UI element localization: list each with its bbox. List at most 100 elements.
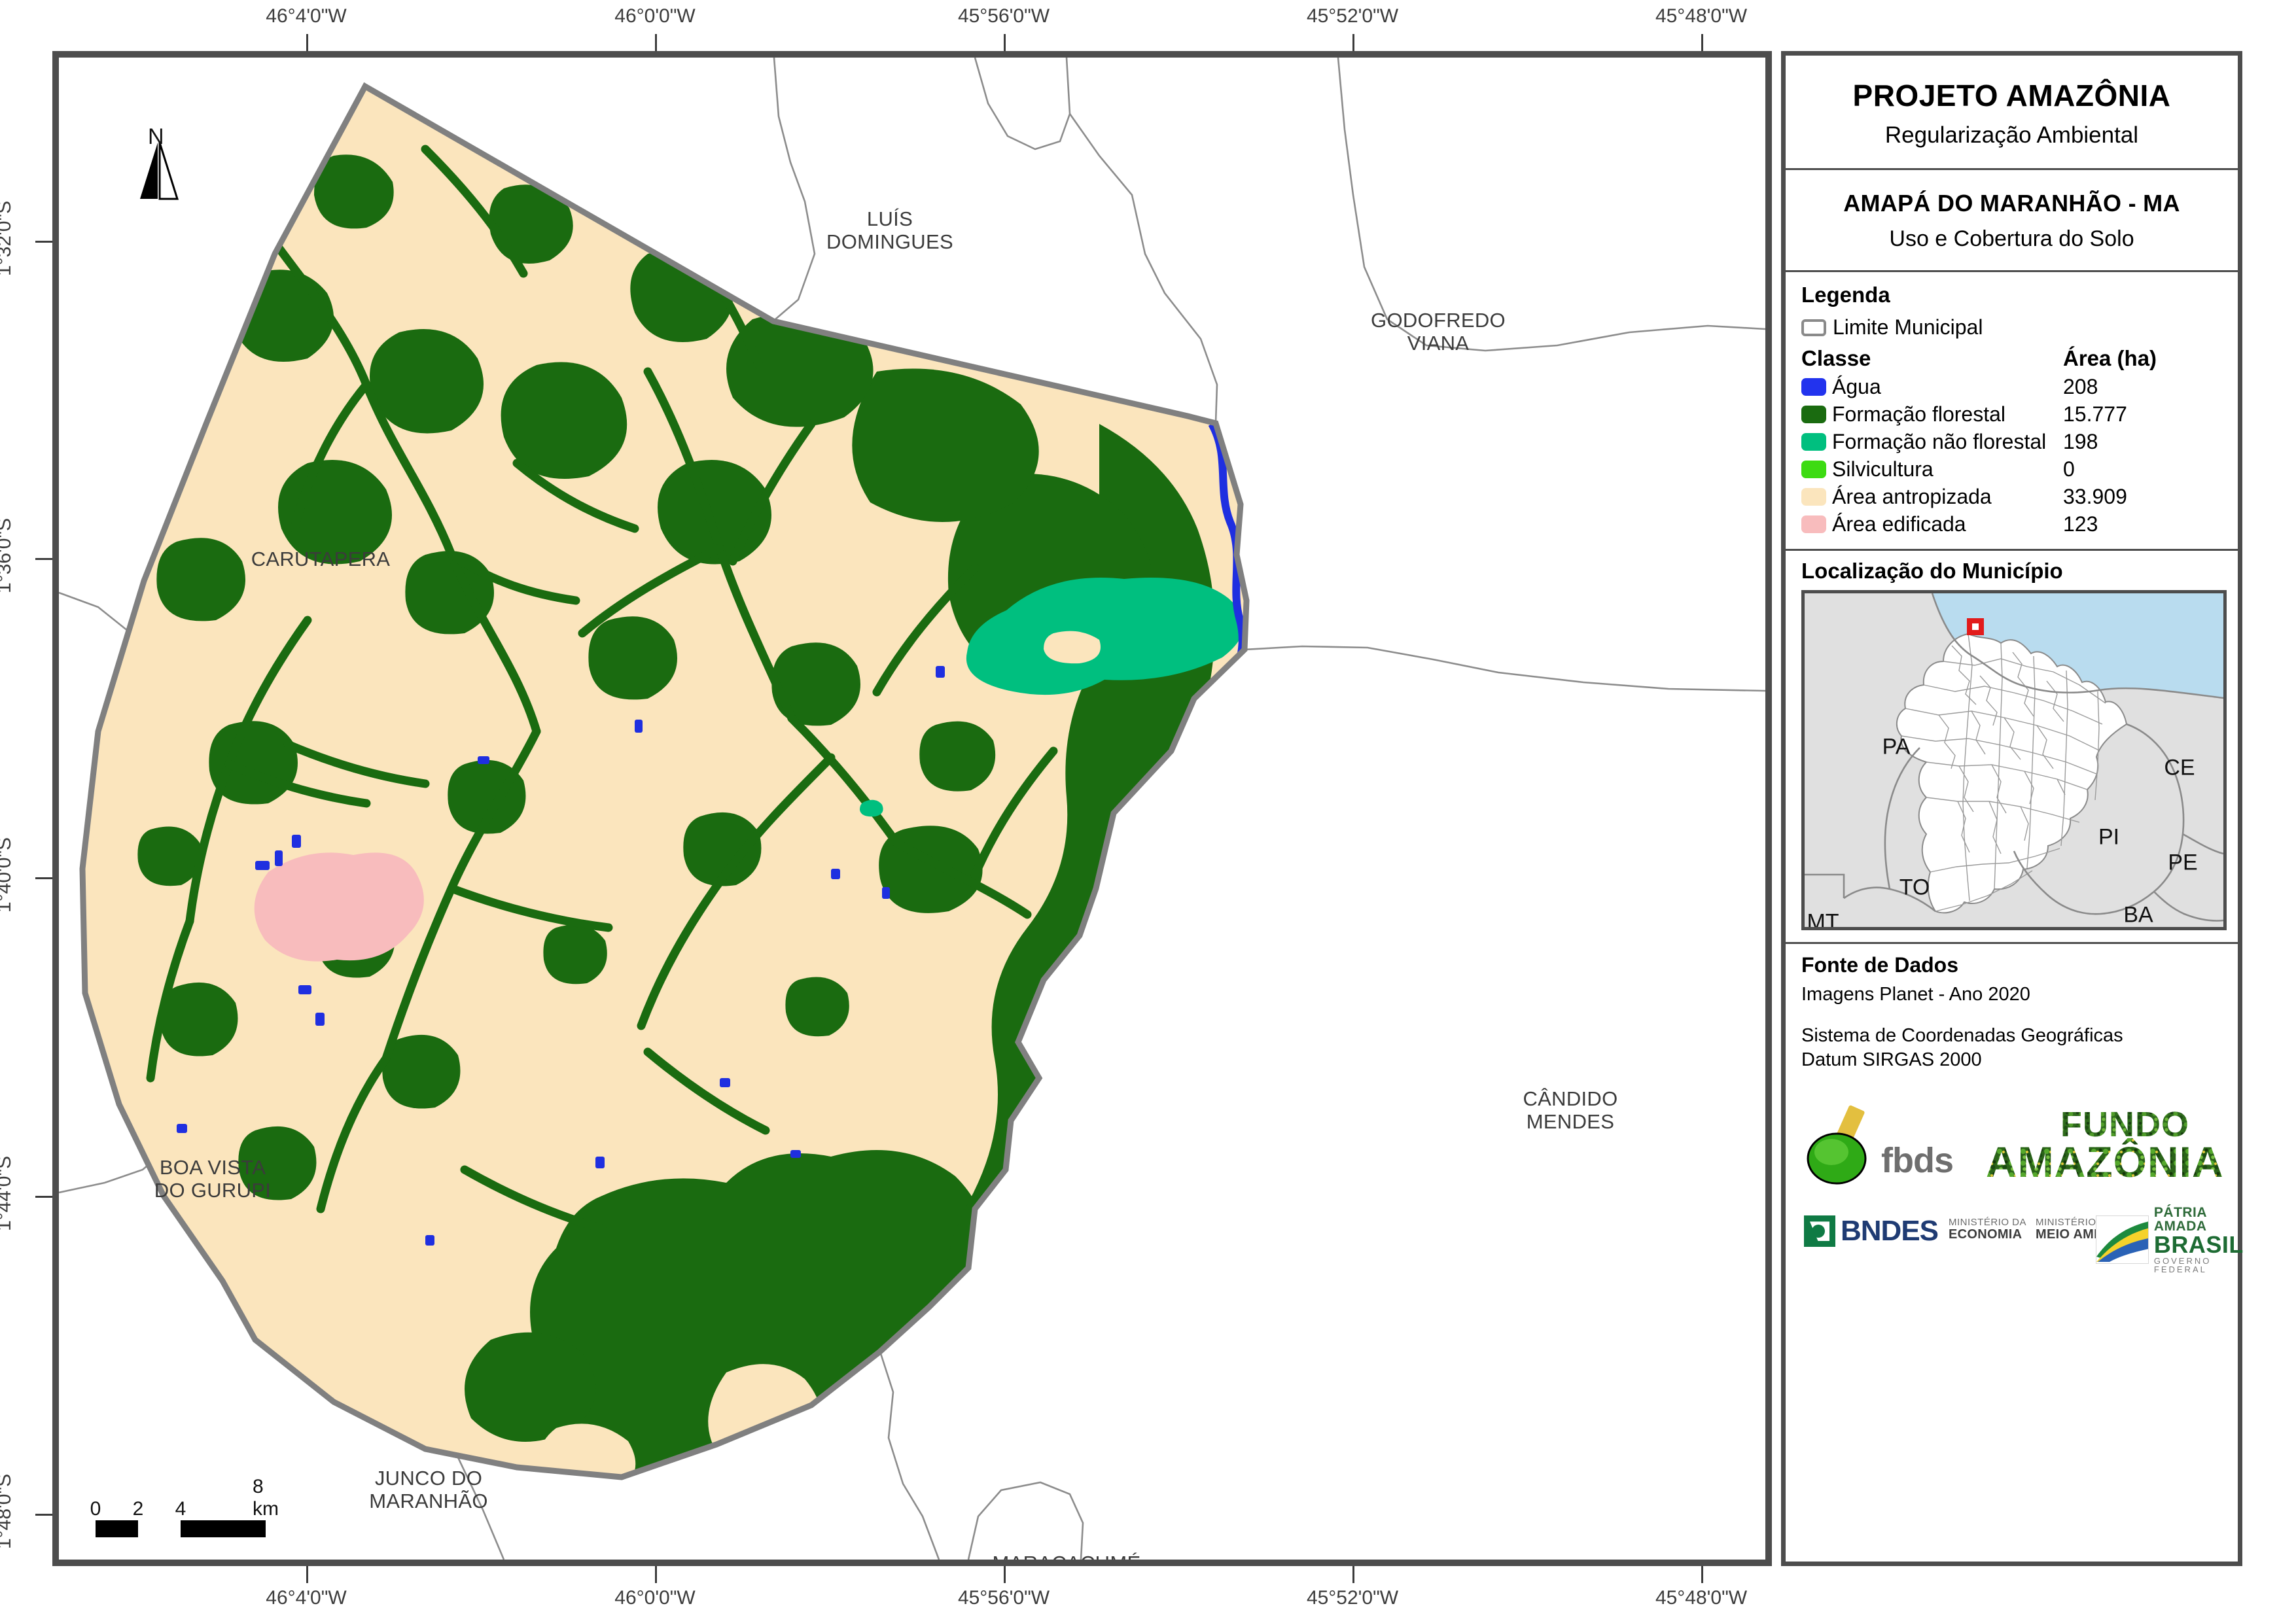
north-arrow-icon: [140, 142, 179, 200]
legend-row: Área antropizada 33.909: [1801, 485, 2222, 509]
ministerio-economia-line2: ECONOMIA: [1949, 1227, 2022, 1242]
map-frame: LUÍS DOMINGUES GODOFREDO VIANA CARUTAPERA CÂN…: [52, 51, 1772, 1566]
nonforest-patch: [860, 578, 1244, 817]
north-letter: N: [148, 124, 164, 149]
lon-label-top: 45°52'0"W: [1306, 5, 1399, 27]
project-title: PROJETO AMAZÔNIA: [1852, 79, 2171, 113]
legend-class-label: Silvicultura: [1832, 457, 1934, 481]
lon-tick: [655, 1566, 657, 1583]
government-logos-row: BNDES MINISTÉRIO DA ECONOMIA MINISTÉRIO …: [1801, 1204, 2243, 1274]
lon-label-top: 46°0'0"W: [614, 5, 696, 27]
location-heading: Localização do Município: [1801, 559, 2063, 583]
brasil-line1: PÁTRIA AMADA: [2153, 1205, 2207, 1234]
legend-class-label: Formação não florestal: [1832, 430, 2047, 453]
project-title-section: PROJETO AMAZÔNIA Regularização Ambiental: [1786, 56, 2238, 170]
source-heading: Fonte de Dados: [1801, 953, 1959, 977]
forest-patches: [137, 145, 1215, 1477]
legend-area-value: 123: [2063, 512, 2098, 536]
scale-tick-0: 0: [90, 1498, 101, 1520]
lon-label-top: 45°56'0"W: [957, 5, 1050, 27]
lon-tick: [1004, 34, 1006, 51]
state-label-pa: PA: [1882, 734, 1911, 759]
limite-swatch-icon: [1801, 319, 1826, 336]
lon-tick: [1352, 1566, 1354, 1583]
map-canvas[interactable]: LUÍS DOMINGUES GODOFREDO VIANA CARUTAPERA CÂN…: [59, 58, 1765, 1560]
lon-tick: [306, 1566, 308, 1583]
location-section: Localização do Município: [1786, 551, 2238, 944]
brasil-flag-icon: [2096, 1215, 2149, 1265]
ministerio-ambiente-line1: MINISTÉRIO DO: [2036, 1217, 2115, 1229]
scale-bar-graphic: [96, 1520, 266, 1537]
place-label: MARACAÇUMÉ: [993, 1552, 1141, 1560]
state-label-pe: PE: [2168, 850, 2198, 875]
lat-tick: [35, 1514, 52, 1516]
lon-label-bottom: 45°48'0"W: [1655, 1587, 1748, 1609]
lat-label: 1°40'0"S: [0, 837, 15, 913]
legend-row: Água 208: [1801, 375, 2222, 399]
state-label-ba: BA: [2123, 902, 2153, 928]
fbds-wordmark: fbds: [1881, 1141, 1954, 1181]
scale-tick-2: 2: [132, 1498, 144, 1520]
lon-label-bottom: 46°4'0"W: [266, 1587, 347, 1609]
legend-area-value: 0: [2063, 457, 2075, 481]
map-svg: [59, 58, 1765, 1560]
legend-heading: Legenda: [1801, 283, 1890, 307]
scale-bar: 0 2 4 8 km: [90, 1476, 279, 1537]
svg-text:AMAZÔNIA: AMAZÔNIA: [1986, 1138, 2224, 1186]
lon-label-top: 46°4'0"W: [266, 5, 347, 27]
legend-row: Área edificada 123: [1801, 512, 2222, 536]
legend-rows: Água 208 Formação florestal 15.777 Formação …: [1801, 375, 2222, 536]
side-panel: PROJETO AMAZÔNIA Regularização Ambiental…: [1781, 51, 2243, 1566]
place-label: BOA VISTA DO GURUPI: [154, 1156, 272, 1202]
lat-label: 1°32'0"S: [0, 200, 15, 276]
place-label: CARUTAPERA: [251, 548, 391, 570]
municipality-title-section: AMAPÁ DO MARANHÃO - MA Uso e Cobertura d…: [1786, 170, 2238, 272]
place-label: LUÍS DOMINGUES: [826, 207, 953, 253]
place-label: JUNCO DO MARANHÃO: [369, 1467, 488, 1512]
fundo-amazonia-logo: FUNDO AMAZÔNIA: [1985, 1101, 2233, 1193]
legend-swatch-icon: [1801, 378, 1826, 396]
scale-tick-4: 4: [175, 1498, 186, 1520]
lon-tick: [1701, 1566, 1703, 1583]
legend-row: Silvicultura 0: [1801, 457, 2222, 481]
municipality-outline: [79, 82, 1250, 1480]
lat-tick: [35, 877, 52, 879]
ministerio-economia-line1: MINISTÉRIO DA: [1949, 1217, 2027, 1229]
municipality-landcover: [82, 86, 1246, 1477]
legend-swatch-icon: [1801, 461, 1826, 478]
legend-area-value: 198: [2063, 430, 2098, 453]
fbds-mark-icon: [1807, 1106, 1867, 1185]
location-inset-map[interactable]: PA CE PI PE TO BA MT: [1801, 590, 2227, 930]
legend-area-value: 15.777: [2063, 402, 2127, 426]
legend-swatch-icon: [1801, 433, 1826, 451]
lon-tick: [1004, 1566, 1006, 1583]
legend-class-label: Área edificada: [1832, 512, 1966, 536]
state-label-pi: PI: [2098, 824, 2120, 850]
legend-class-label: Formação florestal: [1832, 402, 2005, 426]
place-label: CÂNDIDO MENDES: [1523, 1087, 1618, 1133]
legend-area-value: 33.909: [2063, 485, 2127, 508]
lat-tick: [35, 1196, 52, 1198]
bndes-mark-icon: [1804, 1215, 1835, 1248]
governo-federal-logo: PÁTRIA AMADA BRASIL GOVERNO FEDERAL: [2096, 1206, 2252, 1274]
scale-tick-8: 8 km: [253, 1476, 279, 1520]
legend-section: Legenda Limite Municipal Classe Área (ha…: [1786, 272, 2238, 551]
lat-tick: [35, 241, 52, 243]
lat-label: 1°48'0"S: [0, 1473, 15, 1549]
legend-table-header: Classe Área (ha): [1801, 346, 2222, 371]
municipality-title: AMAPÁ DO MARANHÃO - MA: [1843, 190, 2180, 217]
lon-label-top: 45°48'0"W: [1655, 5, 1748, 27]
legend-swatch-icon: [1801, 488, 1826, 506]
svg-text:FUNDO: FUNDO: [2060, 1105, 2189, 1144]
lon-tick: [1701, 34, 1703, 51]
municipality-subtitle: Uso e Cobertura do Solo: [1889, 226, 2134, 251]
source-line-3: Datum SIRGAS 2000: [1801, 1049, 1982, 1071]
source-section: Fonte de Dados Imagens Planet - Ano 2020…: [1786, 944, 2243, 1562]
project-subtitle: Regularização Ambiental: [1884, 122, 2139, 148]
legend-swatch-icon: [1801, 406, 1826, 423]
bndes-logo: BNDES: [1804, 1215, 1939, 1248]
brasil-line3: GOVERNO FEDERAL: [2153, 1256, 2212, 1275]
legend-col-area: Área (ha): [2063, 346, 2157, 370]
lon-label-bottom: 46°0'0"W: [614, 1587, 696, 1609]
state-label-mt: MT: [1807, 909, 1839, 930]
